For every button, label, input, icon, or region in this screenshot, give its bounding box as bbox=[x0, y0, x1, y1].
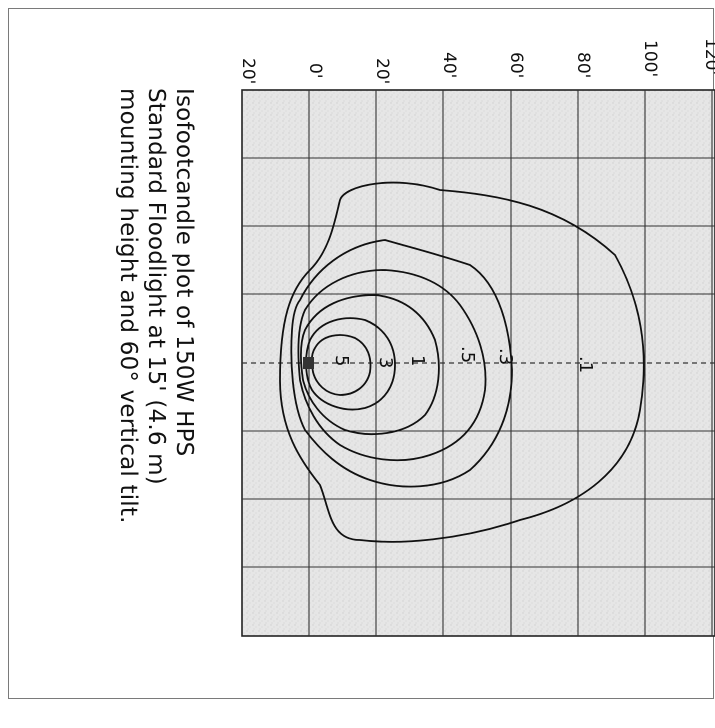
figure-caption: Isofootcandle plot of 150W HPS Standard … bbox=[58, 88, 198, 648]
contour-3 bbox=[305, 317, 396, 411]
contour-5 bbox=[310, 334, 372, 396]
contour-0.1 bbox=[279, 181, 645, 543]
caption-line-1: Isofootcandle plot of 150W HPS bbox=[171, 88, 197, 457]
plot-area bbox=[241, 89, 715, 637]
luminaire-marker bbox=[303, 357, 314, 369]
contour-label-5: 5 bbox=[331, 355, 352, 366]
grid-horizontal bbox=[242, 157, 715, 568]
caption-line-2: Standard Floodlight at 15' (4.6 m) bbox=[143, 88, 169, 485]
tick-label-3: 40' bbox=[439, 52, 459, 78]
contour-label-3: 3 bbox=[375, 357, 396, 368]
contour-label-1: 1 bbox=[407, 355, 428, 366]
contour-1 bbox=[300, 294, 440, 435]
contour-0.5 bbox=[297, 269, 487, 462]
contour-0.3 bbox=[290, 239, 513, 488]
tick-label-0: 20' bbox=[238, 58, 258, 84]
tick-label-4: 60' bbox=[506, 52, 526, 78]
contour-label-0.1: .1 bbox=[575, 356, 596, 373]
caption-line-3: mounting height and 60° vertical tilt. bbox=[115, 88, 141, 524]
tick-label-6: 100' bbox=[640, 40, 660, 77]
contour-label-0.3: .3 bbox=[495, 348, 516, 365]
tick-label-1: 0' bbox=[305, 63, 325, 79]
tick-label-7: 120' bbox=[701, 38, 715, 75]
contour-label-0.5: .5 bbox=[457, 346, 478, 363]
tick-label-2: 20' bbox=[372, 58, 392, 84]
tick-label-5: 80' bbox=[573, 52, 593, 78]
